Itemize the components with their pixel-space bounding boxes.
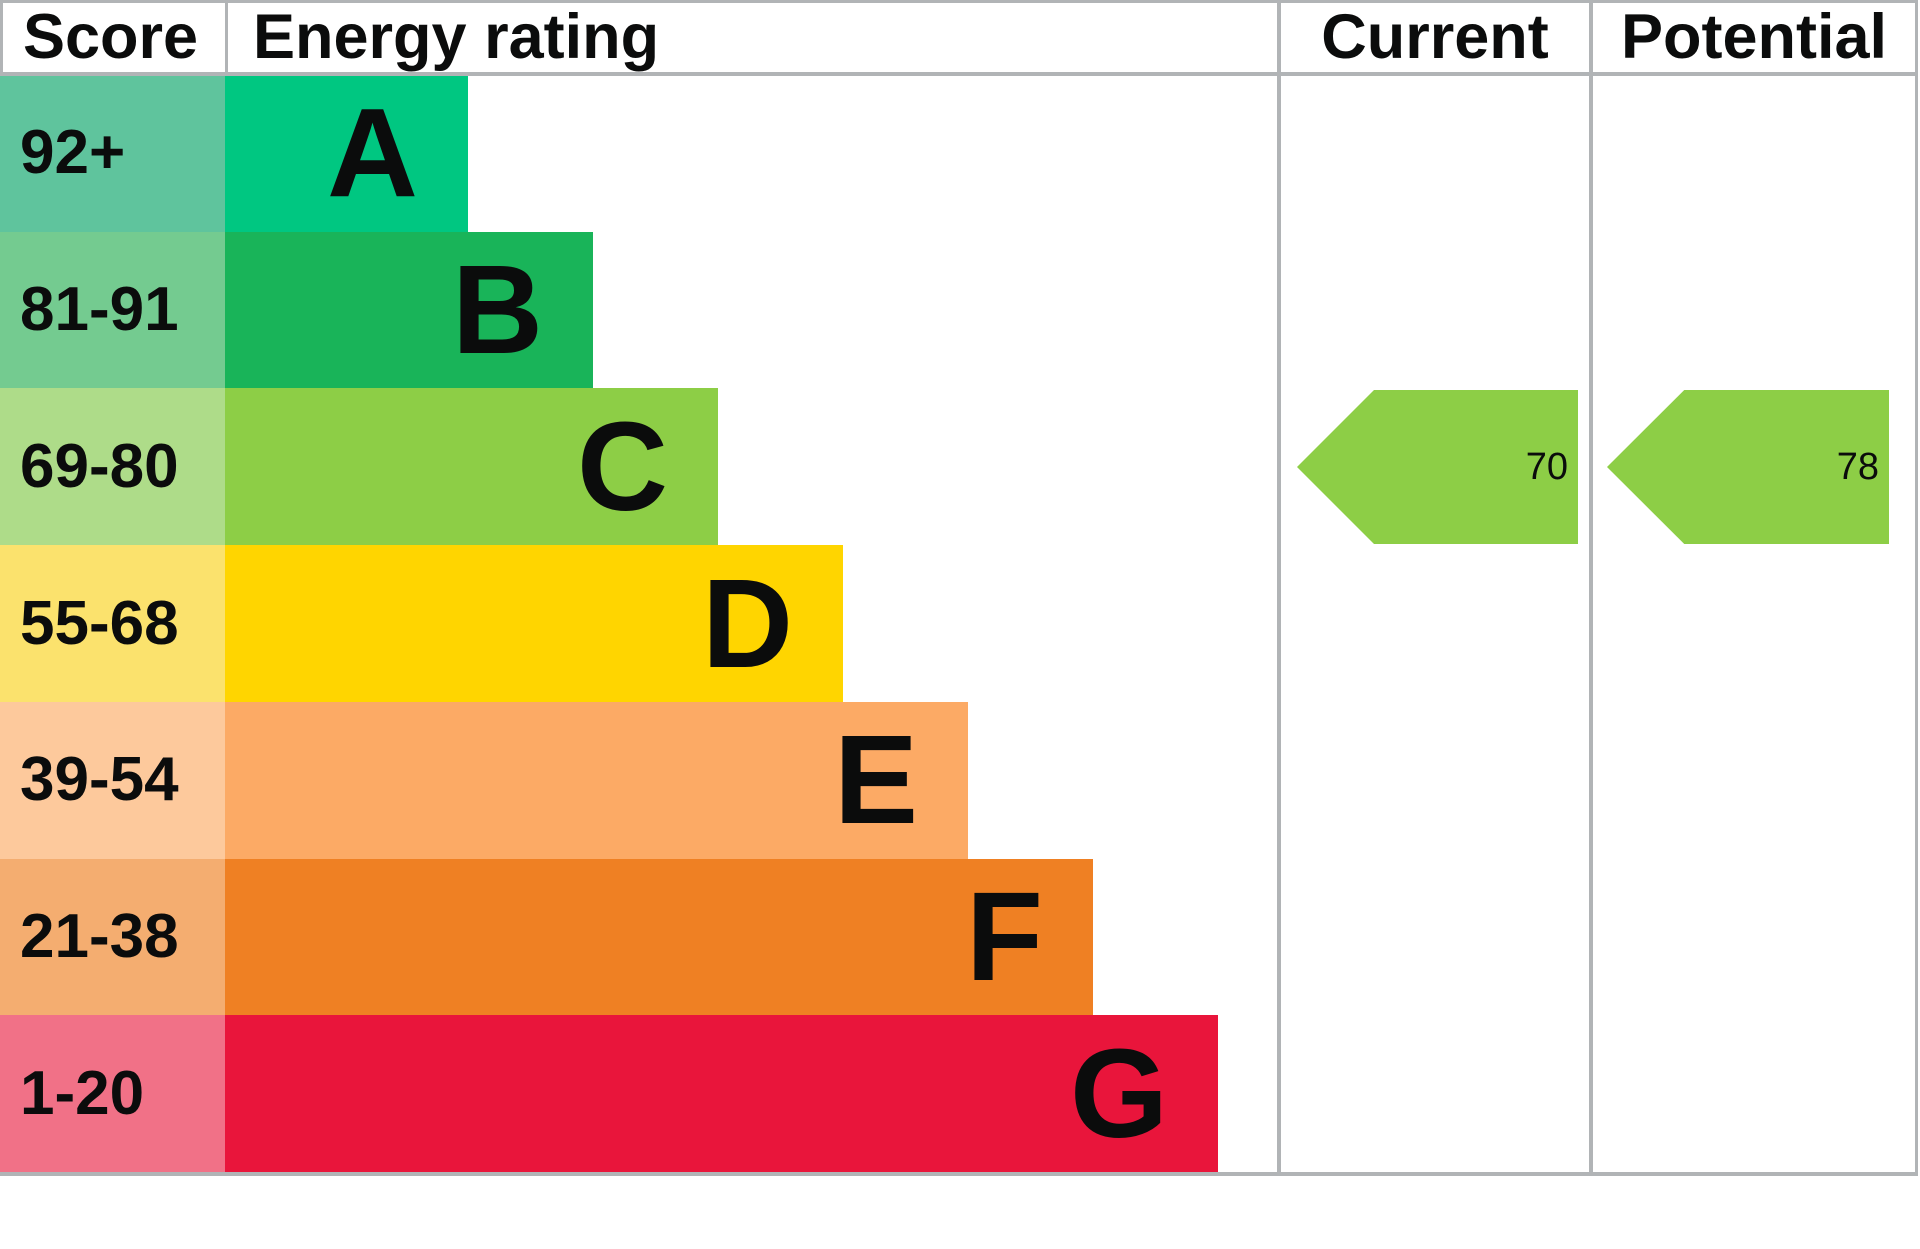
score-column-header: Score [3, 3, 225, 72]
table-top-border [0, 0, 1918, 3]
band-row-c: 69-80 C [0, 388, 1280, 546]
band-bar-c: C [225, 388, 718, 546]
header-left-border [0, 0, 3, 72]
band-bar-g: G [225, 1015, 1218, 1173]
score-range-a: 92+ [0, 75, 225, 232]
current-rating-value: 70 [1525, 446, 1568, 488]
band-letter-f: F [966, 865, 1043, 1007]
score-range-g: 1-20 [0, 1015, 225, 1173]
band-bar-b: B [225, 231, 593, 389]
band-letter-e: E [833, 709, 918, 851]
current-rating-arrow: 70 [1297, 390, 1578, 544]
band-row-f: 21-38 F [0, 858, 1280, 1016]
band-row-g: 1-20 G [0, 1015, 1280, 1173]
table-bottom-border [0, 1172, 1918, 1176]
band-row-e: 39-54 E [0, 701, 1280, 859]
band-letter-c: C [577, 395, 668, 537]
band-bar-a: A [225, 75, 468, 232]
potential-column-header: Potential [1593, 3, 1915, 72]
band-bar-d: D [225, 545, 843, 702]
score-range-b: 81-91 [0, 231, 225, 389]
table-right-border [1915, 0, 1918, 1172]
band-letter-g: G [1069, 1022, 1168, 1164]
score-range-e: 39-54 [0, 701, 225, 859]
band-letter-d: D [702, 552, 793, 694]
current-column-divider [1277, 0, 1281, 1172]
score-range-d: 55-68 [0, 545, 225, 702]
current-column-header: Current [1281, 3, 1589, 72]
score-range-f: 21-38 [0, 858, 225, 1016]
band-row-d: 55-68 D [0, 545, 1280, 702]
score-range-c: 69-80 [0, 388, 225, 546]
band-letter-b: B [452, 239, 543, 381]
header-bottom-border [0, 72, 1918, 76]
band-row-a: 92+ A [0, 75, 1280, 232]
potential-rating-value: 78 [1836, 446, 1879, 488]
band-bar-f: F [225, 858, 1093, 1016]
score-column-divider [225, 0, 228, 72]
band-row-b: 81-91 B [0, 231, 1280, 389]
potential-rating-arrow: 78 [1607, 390, 1889, 544]
band-letter-a: A [327, 82, 418, 224]
energy-rating-column-header: Energy rating [228, 3, 1277, 72]
band-bar-e: E [225, 701, 968, 859]
energy-band-rows: 92+ A 81-91 B 69-80 C 55-68 D 39-54 [0, 75, 1280, 1173]
potential-column-divider [1589, 0, 1593, 1172]
